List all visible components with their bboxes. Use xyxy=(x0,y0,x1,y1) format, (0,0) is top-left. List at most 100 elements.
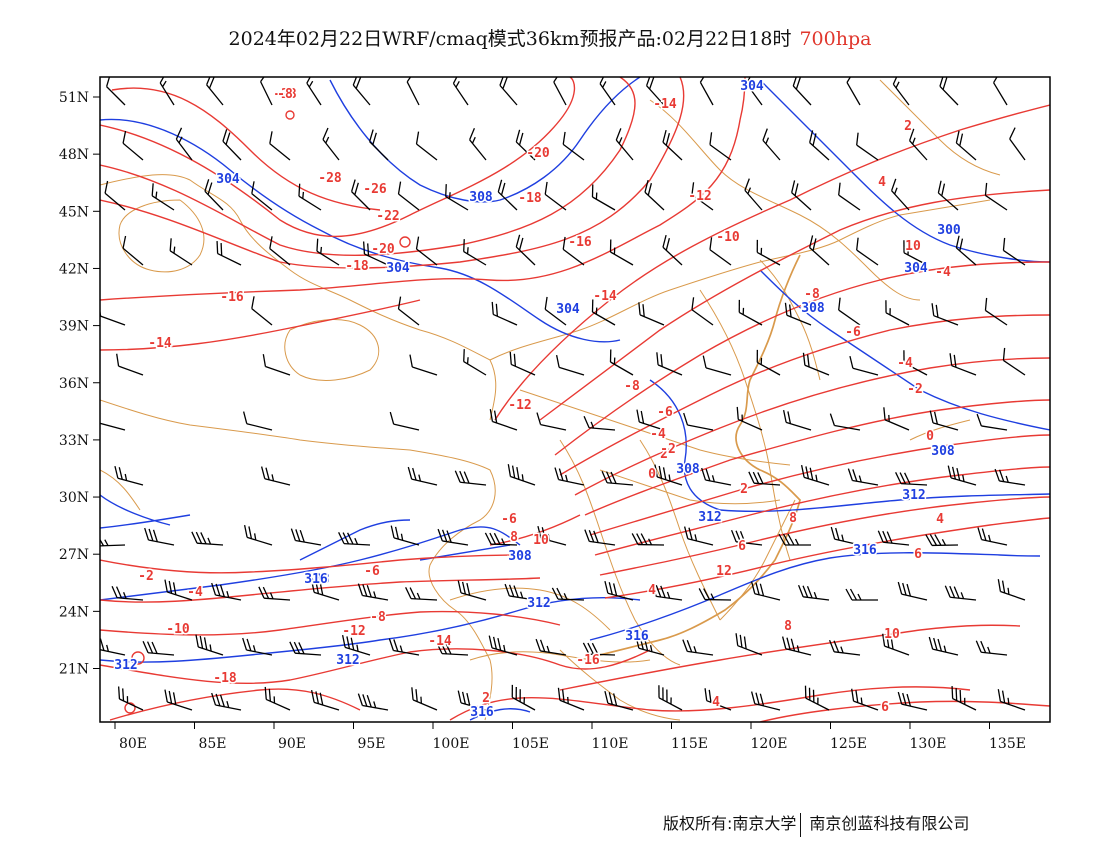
boundary-line xyxy=(559,649,681,721)
wind-barb-icon xyxy=(499,77,518,106)
geopotential-isoline xyxy=(469,708,531,721)
temperature-label: -8 xyxy=(370,610,386,625)
wind-barb-icon xyxy=(488,635,518,656)
wind-barb-icon xyxy=(750,691,781,711)
geopotential-isoline xyxy=(100,526,521,601)
geopotential-label: 308 xyxy=(469,190,493,205)
wind-barb-icon xyxy=(845,588,878,601)
geopotential-isoline xyxy=(589,552,1041,641)
temperature-label: -6 xyxy=(657,405,673,420)
wind-barb-icon xyxy=(289,641,322,656)
temperature-label: -12 xyxy=(342,624,365,639)
temperature-label: 12 xyxy=(716,564,732,579)
wind-barb-icon xyxy=(116,353,144,376)
wind-barb-icon xyxy=(352,77,371,106)
geopotential-label: 312 xyxy=(698,510,721,525)
wind-barb-icon xyxy=(748,471,781,486)
temperature-label: -6 xyxy=(501,512,517,527)
geopotential-label: 308 xyxy=(306,572,330,587)
wind-barb-icon xyxy=(169,238,193,266)
wind-barb-icon xyxy=(243,524,273,546)
boundary-line xyxy=(100,399,496,721)
temperature-label: -20 xyxy=(526,146,550,161)
temperature-label: -18 xyxy=(213,671,237,686)
wind-barb-icon xyxy=(407,466,438,486)
temperature-isoline xyxy=(494,104,1050,421)
temperature-label: -4 xyxy=(897,356,913,371)
wind-barb-icon xyxy=(877,530,910,546)
wind-barb-icon xyxy=(504,583,536,601)
temperature-label: -2 xyxy=(907,382,923,397)
lat-tick-label: 42N xyxy=(59,261,89,277)
geopotential-label: 308 xyxy=(801,301,825,316)
lon-tick-label: 95E xyxy=(357,736,385,752)
wind-barb-icon xyxy=(151,183,175,211)
wind-barb-icon xyxy=(609,239,634,266)
lat-tick-label: 24N xyxy=(59,604,89,620)
wind-barb-icon xyxy=(931,303,959,326)
wind-barb-icon xyxy=(415,131,438,161)
temperature-label: -28 xyxy=(273,87,297,102)
footer-right: 南京创蓝科技有限公司 xyxy=(809,814,970,833)
boundary-line xyxy=(699,289,791,561)
wind-barb-icon xyxy=(582,642,616,656)
wind-barb-icon xyxy=(609,349,634,376)
temperature-isoline xyxy=(100,554,521,574)
temperature-label: 0 xyxy=(648,467,656,482)
wind-barb-icon xyxy=(105,77,126,106)
lat-tick-label: 51N xyxy=(59,90,89,106)
wind-barb-icon xyxy=(298,183,322,211)
wind-barb-icon xyxy=(111,585,144,601)
wind-barb-icon xyxy=(691,297,714,326)
wind-barb-icon xyxy=(804,685,830,711)
map-frame xyxy=(99,76,1051,723)
wind-barb-icon xyxy=(847,468,879,486)
wind-barb-icon xyxy=(341,634,371,656)
temperature-label: 2 xyxy=(740,482,748,497)
temperature-isoline xyxy=(100,610,561,636)
wind-barb-icon xyxy=(562,131,585,161)
wind-barb-icon xyxy=(955,235,977,266)
wind-barb-icon xyxy=(368,129,389,161)
wind-barb-icon xyxy=(682,639,714,656)
temperature-label: -6 xyxy=(845,325,861,340)
temperature-label: -14 xyxy=(593,289,617,304)
lon-tick-label: 85E xyxy=(198,736,226,752)
wind-barb-icon xyxy=(452,77,469,106)
wind-barb-icon xyxy=(350,179,371,211)
wind-barb-icon xyxy=(691,182,714,211)
boundary-line xyxy=(649,99,921,301)
geopotential-isoline xyxy=(100,514,191,529)
wind-barb-icon xyxy=(883,407,910,431)
temperature-label: 6 xyxy=(738,539,746,554)
wind-barb-icon xyxy=(984,182,1008,211)
temperature-label: -8 xyxy=(804,287,820,302)
wind-barb-icon xyxy=(591,299,616,326)
wind-barb-icon xyxy=(892,77,910,106)
wind-barb-icon xyxy=(925,534,959,547)
wind-barb-icon xyxy=(735,633,763,656)
wind-barb-icon xyxy=(100,534,126,547)
geopotential-label: 304 xyxy=(904,261,928,276)
geopotential-label: 316 xyxy=(304,572,328,587)
temperature-label: 4 xyxy=(648,583,656,598)
temperature-label: -10 xyxy=(166,622,190,637)
wind-barb-icon xyxy=(738,299,763,326)
wind-barbs xyxy=(100,77,1026,711)
boundary-line xyxy=(118,199,205,273)
wind-barb-icon xyxy=(599,77,616,106)
lon-tick-label: 130E xyxy=(910,736,947,752)
temperature-label: 6 xyxy=(914,547,922,562)
wind-barb-icon xyxy=(405,587,438,601)
lon-tick-label: 120E xyxy=(751,736,788,752)
wind-barb-icon xyxy=(437,528,469,546)
wind-barb-icon xyxy=(535,638,567,656)
boundary-line xyxy=(719,499,796,621)
wind-barb-icon xyxy=(797,584,830,601)
wind-barb-icon xyxy=(322,127,340,161)
geopotential-label: 304 xyxy=(216,172,240,187)
wind-barb-icon xyxy=(997,579,1026,601)
wind-barb-icon xyxy=(290,528,322,546)
wind-barb-icon xyxy=(604,690,634,711)
wind-barb-icon xyxy=(388,638,420,656)
